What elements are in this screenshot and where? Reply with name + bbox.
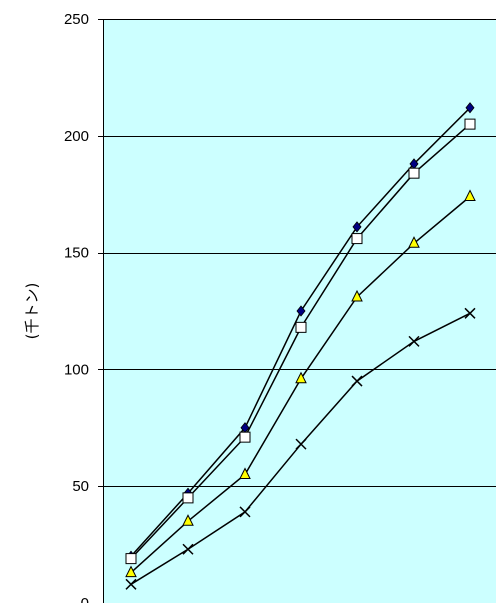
data-point (125, 578, 137, 590)
data-point (464, 118, 476, 130)
series-3 (125, 189, 476, 578)
data-point (295, 321, 307, 333)
data-point (408, 236, 420, 248)
data-point (239, 467, 251, 480)
y-tick-label: 50 (72, 478, 89, 495)
data-point (408, 167, 420, 179)
data-point (464, 307, 476, 319)
y-tick-label: 100 (64, 361, 89, 378)
y-tick-label: 250 (64, 11, 89, 28)
data-point (351, 233, 363, 245)
data-point (295, 371, 307, 384)
data-point (125, 565, 137, 578)
data-point (239, 431, 251, 443)
data-point (182, 492, 194, 504)
data-point (465, 102, 475, 114)
data-point (182, 543, 194, 555)
y-tick-label: 0 (81, 595, 89, 603)
data-point (296, 305, 306, 317)
series-group (125, 102, 476, 590)
data-point (408, 335, 420, 347)
data-point (464, 189, 476, 202)
data-point (239, 506, 251, 518)
gridlines (103, 19, 496, 487)
data-point (125, 553, 137, 565)
data-point (182, 514, 194, 526)
y-axis-label: (千トン) (23, 283, 41, 340)
data-point (295, 438, 307, 450)
y-tick-label: 150 (64, 245, 89, 262)
data-point (352, 221, 362, 233)
data-point (351, 289, 363, 302)
series-4 (125, 307, 476, 590)
y-tick-label: 200 (64, 128, 89, 145)
y-axis (98, 19, 104, 603)
y-tick-labels: 0 50 100 150 200 250 (64, 11, 89, 603)
series-2 (125, 118, 476, 565)
data-point (351, 375, 363, 387)
